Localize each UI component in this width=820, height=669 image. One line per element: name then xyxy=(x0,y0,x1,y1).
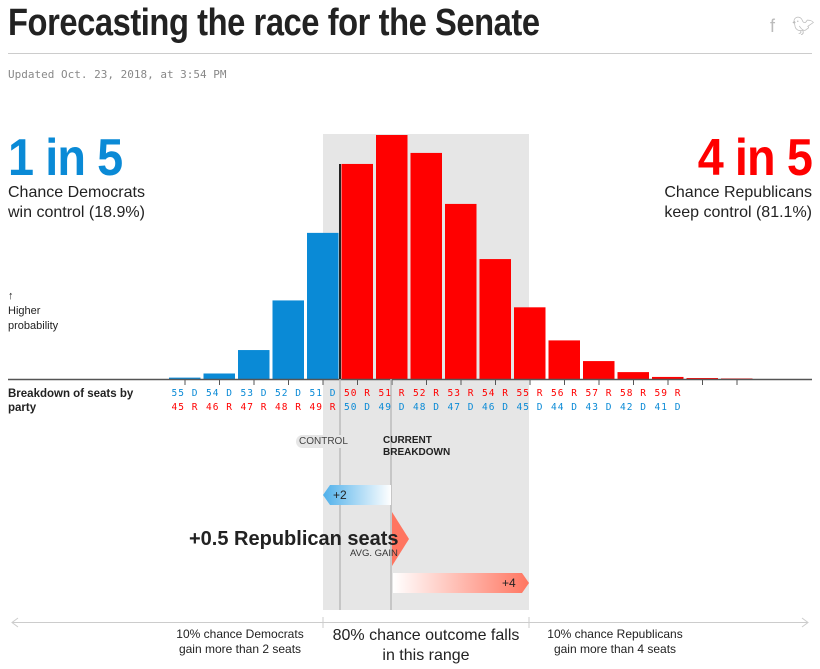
page-title: Forecasting the race for the Senate xyxy=(8,2,540,44)
seat-label: 44 D xyxy=(551,402,578,413)
divider xyxy=(8,53,812,54)
bar-59R xyxy=(652,376,684,379)
rep-caption-line: Chance Republicans xyxy=(664,184,812,201)
seat-label: 42 D xyxy=(620,402,647,413)
bar-56R xyxy=(548,340,580,379)
control-marker-label: CONTROL xyxy=(296,435,351,448)
current-breakdown-label: CURRENT BREAKDOWN xyxy=(383,435,450,459)
y-axis-label: ↑ Higher probability xyxy=(8,289,58,334)
up-arrow-icon: ↑ xyxy=(8,290,14,302)
x-label-line: Breakdown of seats by xyxy=(8,388,134,400)
y-label-line: Higher xyxy=(8,305,41,317)
rep-gain-label: +4 xyxy=(502,576,516,590)
twitter-icon[interactable]: 🐦︎ xyxy=(792,16,815,36)
bar-50R xyxy=(341,163,373,379)
seat-label: 41 D xyxy=(654,402,682,413)
bar-58R xyxy=(617,372,649,379)
seat-label: 53 R xyxy=(447,388,475,399)
seat-label: 50 R xyxy=(344,388,371,399)
seat-label: 47 R xyxy=(240,402,268,413)
seat-label: 48 R xyxy=(275,402,302,413)
footer-middle: 80% chance outcome falls in this range xyxy=(323,626,529,666)
footer-right: 10% chance Republicans gain more than 4 s… xyxy=(525,627,705,657)
seat-label: 49 R xyxy=(309,402,337,413)
bar-53R xyxy=(445,203,477,379)
seat-label: 52 R xyxy=(413,388,440,399)
dem-gain-label: +2 xyxy=(333,488,347,502)
footer-line: gain more than 4 seats xyxy=(553,642,677,656)
bar-61R xyxy=(721,378,753,379)
footer-line: 80% chance outcome falls xyxy=(332,627,520,644)
seat-label: 55 D xyxy=(171,388,199,399)
avg-gain-label: AVG. GAIN xyxy=(350,548,398,559)
current-label-line: CURRENT xyxy=(383,435,432,446)
seat-label: 47 D xyxy=(447,402,475,413)
x-axis-label: Breakdown of seats by party xyxy=(8,387,148,415)
seat-label: 56 R xyxy=(551,388,578,399)
rep-odds: 4 in 5 xyxy=(697,129,813,187)
seat-label: 54 R xyxy=(482,388,509,399)
bar-54R xyxy=(479,259,511,379)
rep-gain-arrow xyxy=(393,573,529,593)
seat-label: 57 R xyxy=(585,388,613,399)
dem-gain-arrow xyxy=(323,485,391,505)
seat-label: 45 D xyxy=(516,402,544,413)
dem-caption-line: Chance Democrats xyxy=(8,184,145,201)
seat-label: 51 D xyxy=(309,388,337,399)
left-arrow-icon xyxy=(11,617,19,628)
footer-line: gain more than 2 seats xyxy=(178,642,302,656)
seat-label: 51 R xyxy=(378,388,406,399)
seat-label: 55 R xyxy=(516,388,544,399)
seat-label: 45 R xyxy=(171,402,199,413)
seat-label: 53 D xyxy=(240,388,268,399)
bar-51D xyxy=(307,232,339,379)
seat-label: 50 D xyxy=(344,402,371,413)
bar-54D xyxy=(203,373,235,379)
current-label-line: BREAKDOWN xyxy=(383,447,451,458)
updated-timestamp: Updated Oct. 23, 2018, at 3:54 PM xyxy=(8,68,227,81)
footer-line: in this range xyxy=(382,647,470,664)
x-label-line: party xyxy=(8,402,37,414)
bar-60R xyxy=(686,378,718,379)
bar-51R xyxy=(376,135,408,379)
y-label-line: probability xyxy=(8,320,59,332)
facebook-icon[interactable]: f xyxy=(770,16,776,36)
rep-odds-caption: Chance Republicans keep control (81.1%) xyxy=(664,183,812,223)
footer-line: 10% chance Democrats xyxy=(176,627,304,641)
right-arrow-icon xyxy=(801,617,809,628)
bar-52D xyxy=(272,300,304,379)
seat-label: 46 R xyxy=(206,402,233,413)
bar-55R xyxy=(514,307,546,379)
dem-odds-caption: Chance Democrats win control (18.9%) xyxy=(8,183,145,223)
rep-caption-line: keep control (81.1%) xyxy=(664,204,812,221)
seat-label: 48 D xyxy=(413,402,440,413)
dem-caption-line: win control (18.9%) xyxy=(8,204,145,221)
dem-odds: 1 in 5 xyxy=(8,129,123,187)
footer-line: 10% chance Republicans xyxy=(547,627,683,641)
seat-label: 59 R xyxy=(654,388,682,399)
seat-label: 54 D xyxy=(206,388,233,399)
seat-label: 58 R xyxy=(620,388,647,399)
seat-label: 52 D xyxy=(275,388,302,399)
bar-52R xyxy=(410,152,442,379)
seat-label: 43 D xyxy=(585,402,613,413)
avg-gain-value: +0.5 Republican seats xyxy=(189,528,399,550)
avg-gain-arrow xyxy=(392,512,409,566)
seat-label: 49 D xyxy=(378,402,406,413)
bar-53D xyxy=(238,350,270,379)
footer-left: 10% chance Democrats gain more than 2 sea… xyxy=(150,627,330,657)
seat-label: 46 D xyxy=(482,402,509,413)
bar-55D xyxy=(169,377,201,379)
bar-57R xyxy=(583,361,615,379)
